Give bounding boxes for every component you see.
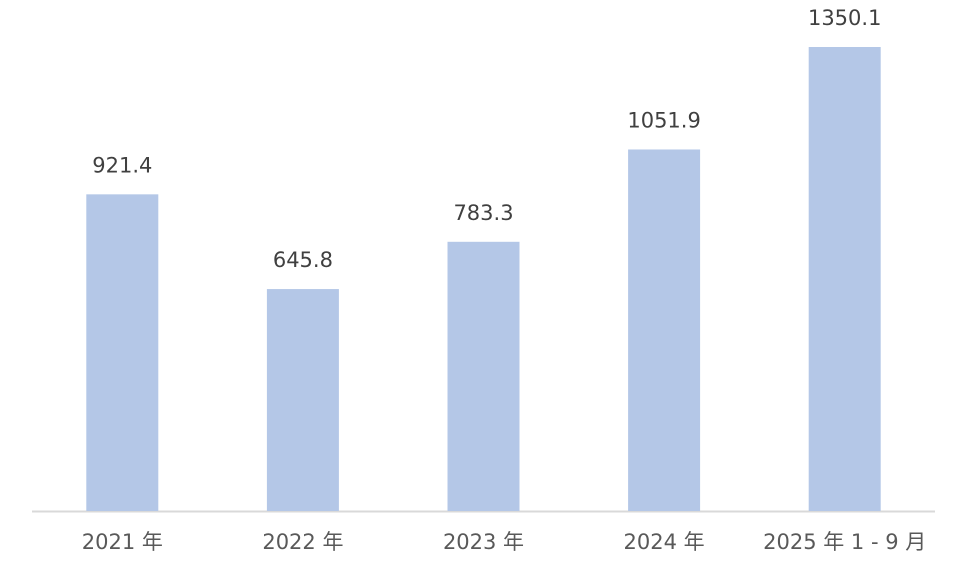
bars	[86, 47, 881, 512]
data-label: 783.3	[453, 201, 513, 225]
data-label: 1350.1	[808, 6, 881, 30]
data-labels: 921.4 645.8 783.3 1051.9 1350.1	[92, 6, 881, 272]
x-tick-label: 2021 年	[82, 530, 163, 554]
x-tick-label: 2023 年	[443, 530, 524, 554]
bar	[447, 241, 520, 512]
bar	[266, 289, 339, 511]
data-label: 645.8	[273, 248, 333, 272]
bar	[86, 194, 159, 511]
bar	[628, 149, 701, 511]
x-tick-label: 2025 年 1 - 9 月	[763, 530, 926, 554]
bar	[808, 47, 881, 511]
x-tick-label: 2024 年	[624, 530, 705, 554]
data-label: 921.4	[92, 153, 152, 177]
x-tick-labels: 2021 年 2022 年 2023 年 2024 年 2025 年 1 - 9 月	[82, 530, 927, 554]
x-tick-label: 2022 年	[262, 530, 343, 554]
data-label: 1051.9	[627, 108, 700, 132]
